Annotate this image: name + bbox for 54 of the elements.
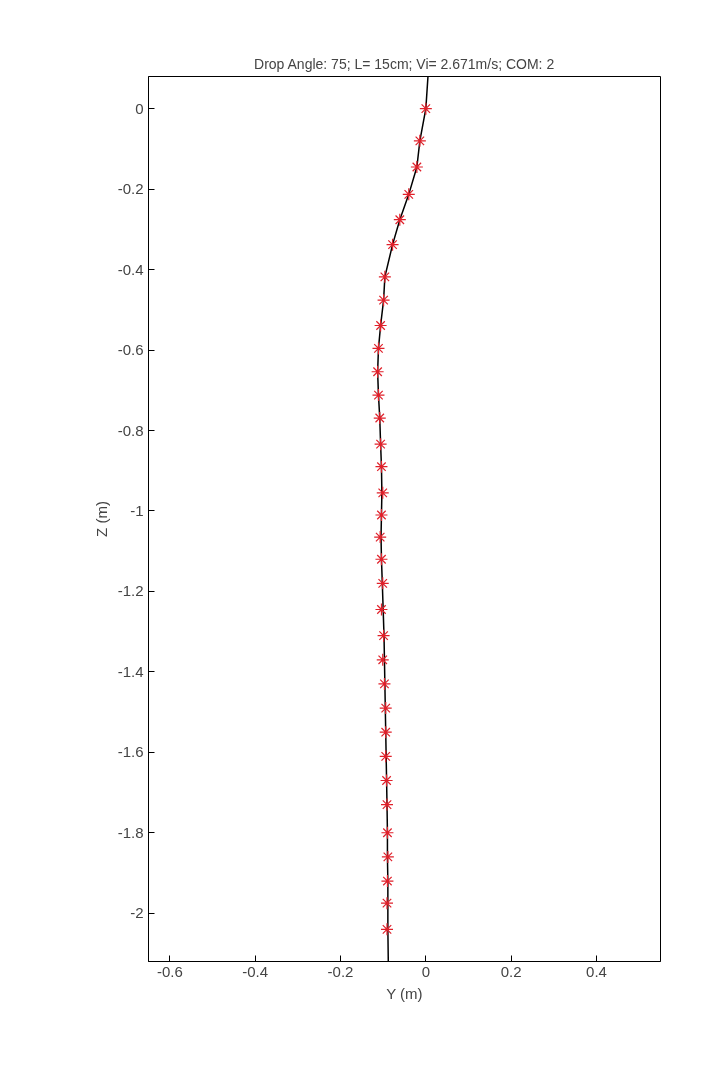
point [376, 576, 390, 590]
point [410, 160, 424, 174]
y-tick-label: -1 [130, 501, 144, 519]
y-tick-label: -1.8 [117, 823, 144, 841]
x-tick-label: -0.6 [156, 962, 183, 980]
point [413, 134, 427, 148]
y-axis-title: Z (m) [92, 501, 110, 537]
point [374, 460, 389, 474]
point [378, 270, 392, 284]
x-axis-title: Y (m) [386, 984, 423, 1002]
point [373, 530, 387, 544]
point [377, 677, 392, 691]
point [374, 602, 389, 617]
point [379, 701, 393, 715]
x-tick-label: 0.2 [500, 962, 522, 980]
point [380, 826, 395, 840]
point [373, 411, 387, 425]
y-tick-label: -2 [130, 904, 144, 922]
point [380, 874, 395, 888]
point [379, 773, 394, 788]
x-tick-label: -0.4 [242, 962, 269, 980]
point [380, 922, 394, 936]
point [380, 896, 394, 910]
point [379, 725, 393, 739]
x-tick-label: 0 [421, 962, 431, 980]
y-tick-label: -0.8 [117, 421, 144, 439]
point [393, 213, 407, 227]
point [376, 293, 391, 307]
y-tick-label: 0 [135, 99, 144, 117]
y-tick-label: -0.6 [117, 341, 144, 359]
point [385, 238, 400, 252]
y-tick-label: -1.4 [117, 662, 144, 680]
point [381, 850, 395, 864]
point [371, 365, 385, 379]
point [376, 486, 390, 500]
point [419, 102, 433, 116]
y-tick-label: -1.2 [117, 582, 144, 600]
point [371, 388, 386, 402]
point [374, 318, 388, 333]
point [380, 798, 394, 812]
point [374, 552, 389, 566]
point [379, 749, 393, 763]
point [402, 187, 416, 201]
y-tick-label: -0.2 [117, 180, 144, 198]
x-tick-label: -0.2 [327, 962, 354, 980]
x-tick-label: 0.4 [586, 962, 607, 980]
y-tick-label: -1.6 [117, 743, 144, 761]
point [374, 437, 388, 451]
point [376, 653, 390, 667]
y-tick-label: -0.4 [117, 260, 144, 278]
point [371, 341, 386, 356]
chart-title: Drop Angle: 75; L= 15cm; Vi= 2.671m/s; COM: 2 [254, 55, 555, 72]
point [376, 629, 391, 643]
point [374, 508, 389, 522]
